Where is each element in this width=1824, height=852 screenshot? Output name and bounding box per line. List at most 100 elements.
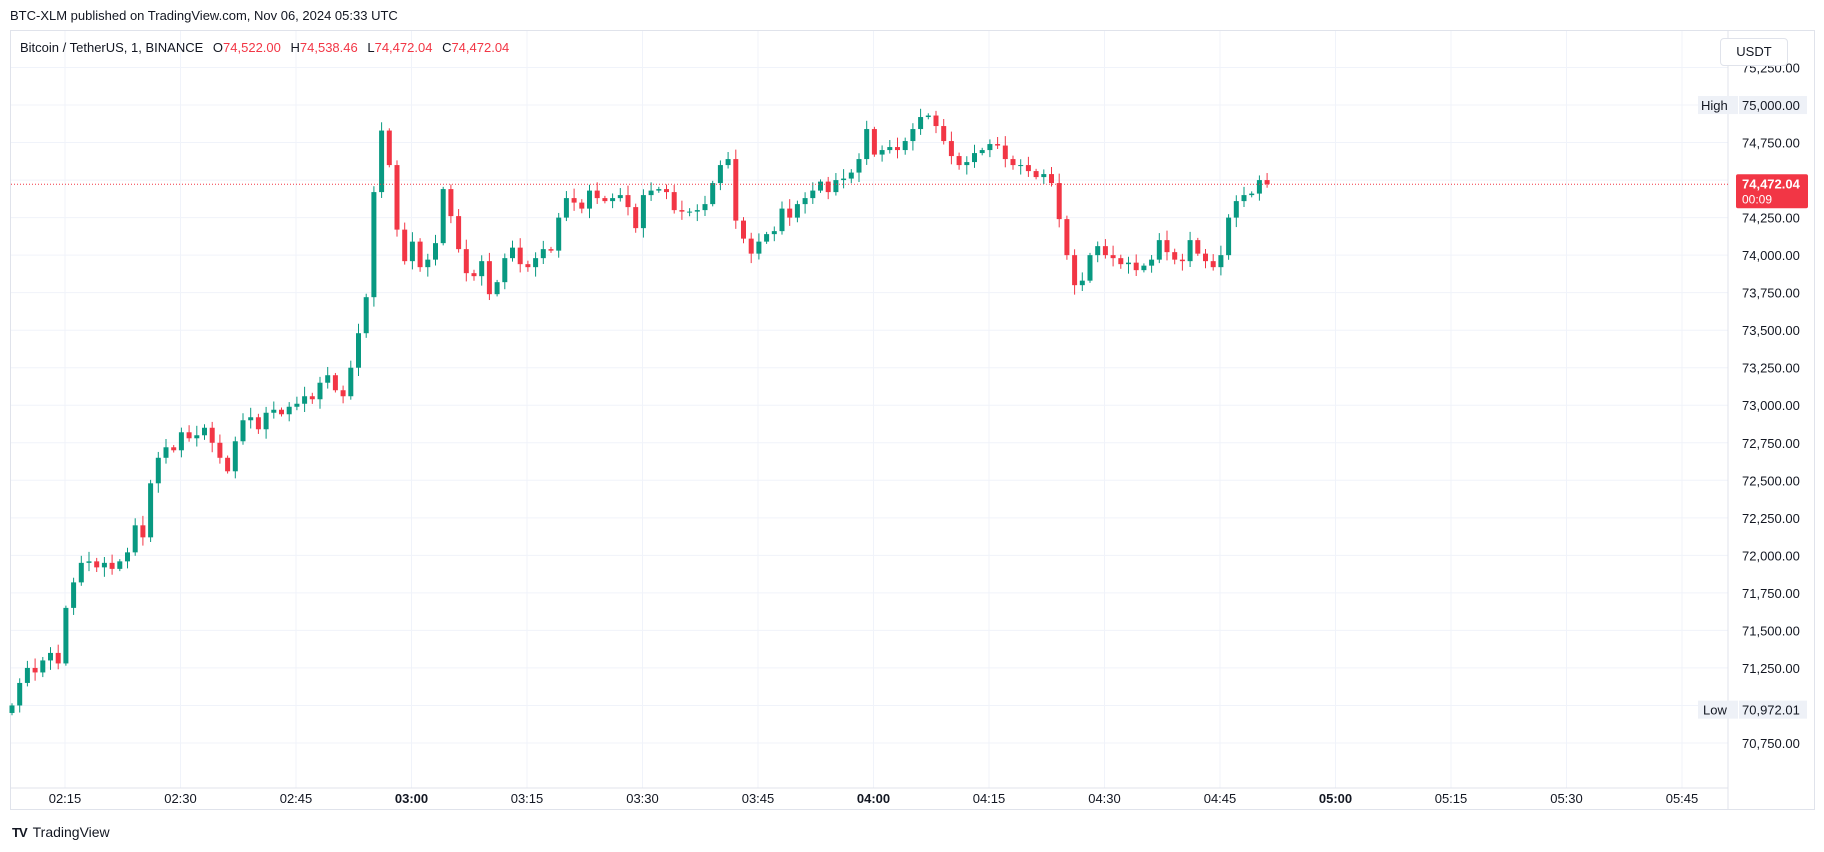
candle-body (1156, 240, 1162, 260)
candle-body (409, 241, 415, 262)
candle (240, 413, 246, 445)
candle-body (155, 457, 161, 484)
candle-body (425, 259, 431, 268)
low-value: 70,972.01 (1742, 703, 1800, 718)
candle-body (1064, 219, 1070, 256)
candle-body (63, 607, 69, 664)
candle (540, 240, 546, 264)
price-tick-label: 73,000.00 (1742, 398, 1800, 413)
currency-button[interactable]: USDT (1720, 38, 1788, 66)
candle-body (1025, 165, 1031, 172)
candle-body (348, 367, 354, 397)
candle-body (1233, 201, 1239, 218)
candle-body (178, 432, 184, 451)
candle-body (1010, 159, 1016, 166)
price-tick-label: 74,000.00 (1742, 248, 1800, 263)
candle (379, 122, 385, 198)
candle (1187, 231, 1193, 267)
candle-body (979, 150, 985, 154)
time-tick-label: 03:30 (626, 791, 659, 806)
candle (217, 434, 223, 464)
candle (1010, 155, 1016, 170)
candle (1018, 159, 1024, 175)
candle (533, 252, 539, 277)
candle (1110, 245, 1116, 267)
candle (325, 366, 331, 389)
candle (779, 201, 785, 235)
candle-body (456, 216, 462, 250)
candle (1218, 245, 1224, 276)
candle (794, 200, 800, 223)
candle-body (1110, 255, 1116, 259)
candle (664, 184, 669, 200)
candle-body (294, 403, 300, 407)
candle (525, 260, 531, 272)
candle-body (679, 210, 685, 212)
candle (710, 180, 716, 207)
candle (78, 555, 84, 586)
candle (17, 678, 23, 713)
candle-body (240, 420, 246, 442)
candle-body (1149, 259, 1155, 266)
candle (486, 252, 492, 301)
candle-body (548, 249, 554, 251)
tradingview-logo-icon: TV (12, 824, 28, 840)
candle (409, 232, 415, 270)
candle (571, 188, 577, 211)
candle (810, 182, 816, 204)
candle-body (918, 117, 924, 130)
candle (687, 208, 693, 217)
candle-body (356, 333, 361, 368)
candle-body (640, 195, 646, 229)
candle (1149, 254, 1155, 273)
candle (356, 323, 361, 376)
candle-body (386, 130, 392, 166)
candle-body (510, 247, 515, 259)
candle (941, 118, 947, 145)
candle-body (417, 241, 423, 268)
candle (848, 169, 854, 184)
candle-body (502, 258, 508, 283)
brand[interactable]: TV TradingView (12, 824, 110, 840)
candle (209, 421, 215, 453)
candle (741, 217, 746, 244)
candle-body (1095, 246, 1101, 256)
open-value: 74,522.00 (223, 40, 281, 55)
symbol-name[interactable]: Bitcoin / TetherUS, 1, BINANCE (20, 40, 204, 55)
candle (32, 658, 38, 681)
candle-body (533, 258, 539, 268)
candle-body (525, 264, 531, 268)
candle (502, 253, 508, 290)
candle (679, 200, 685, 220)
candle-body (109, 562, 115, 569)
candle-body (1218, 255, 1224, 268)
candle (1064, 215, 1070, 260)
candle-body (540, 249, 546, 259)
candle-body (440, 189, 446, 244)
price-tick-label: 73,750.00 (1742, 286, 1800, 301)
candle (1172, 248, 1178, 265)
candle-body (1056, 183, 1062, 220)
candle-body (771, 231, 777, 235)
candle (55, 644, 61, 670)
price-tick-label: 73,500.00 (1742, 323, 1800, 338)
candle (717, 160, 723, 191)
candle (856, 153, 862, 183)
candle (40, 656, 46, 678)
candle-body (132, 525, 138, 553)
candle-body (217, 442, 223, 458)
candle (463, 239, 469, 282)
price-tick-label: 73,250.00 (1742, 361, 1800, 376)
candle-body (1033, 171, 1039, 178)
candle-body (964, 162, 970, 166)
candle (972, 144, 977, 168)
candle (117, 559, 123, 572)
candle-body (571, 198, 577, 203)
price-tick-label: 72,250.00 (1742, 511, 1800, 526)
candle-body (479, 261, 485, 277)
time-tick-label: 04:00 (857, 791, 890, 806)
candle-body (1079, 280, 1085, 286)
candle-body (687, 211, 693, 213)
candle-body (602, 198, 608, 202)
